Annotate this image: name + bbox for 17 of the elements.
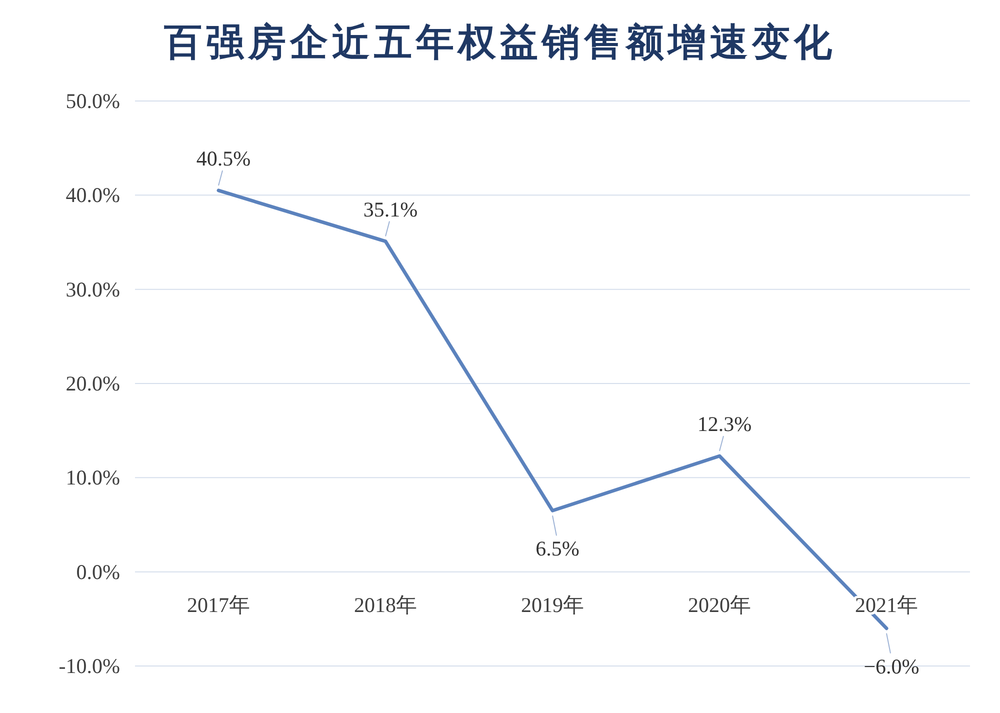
y-tick-label: 50.0% [66,89,120,113]
x-tick-label: 2020年 [688,592,751,617]
data-label: 6.5% [536,536,580,561]
y-tick-label: 0.0% [76,560,120,584]
chart-title: 百强房企近五年权益销售额增速变化 [163,21,836,64]
y-tick-label: 20.0% [66,372,120,396]
data-label: −6.0% [864,654,920,678]
y-tick-label: 10.0% [66,466,120,490]
x-tick-label: 2018年 [354,592,417,617]
y-tick-label: -10.0% [58,654,120,678]
data-label: 35.1% [363,197,418,222]
x-tick-label: 2017年 [187,592,250,617]
x-tick-label: 2019年 [521,592,584,617]
y-tick-label: 30.0% [66,277,120,302]
y-tick-label: 40.0% [66,183,120,208]
data-label: 12.3% [697,412,752,436]
data-label: 40.5% [196,146,251,170]
